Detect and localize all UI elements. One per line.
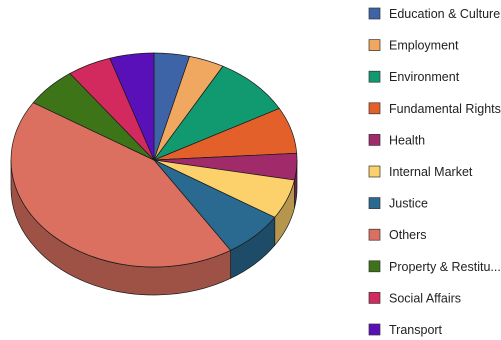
legend-label-3: Fundamental Rights: [389, 102, 501, 116]
pie-slice-7: [10, 102, 232, 268]
legend-swatch-6: [368, 197, 381, 209]
legend-label-4: Health: [389, 133, 425, 147]
legend-swatch-5: [368, 165, 381, 178]
pie-group: [10, 52, 298, 296]
legend-swatch-7: [368, 228, 381, 241]
legend-swatch-10: [368, 323, 381, 336]
legend-label-1: Employment: [389, 39, 459, 53]
legend-swatch-1: [368, 39, 381, 51]
pie-slice-2: [152, 65, 280, 161]
legend-label-5: Internal Market: [389, 165, 473, 179]
legend-label-2: Environment: [389, 70, 460, 84]
legend-label-8: Property & Restitu...: [389, 260, 501, 274]
legend-label-7: Others: [389, 228, 427, 242]
legend-swatch-9: [368, 292, 381, 304]
legend-swatch-4: [368, 134, 381, 146]
legend-swatch-8: [368, 260, 381, 273]
legend-label-0: Education & Culture: [389, 7, 500, 21]
legend-swatch-2: [368, 70, 381, 83]
legend: Education & Culture Employment Environment…: [368, 7, 501, 337]
legend-label-6: Justice: [389, 197, 428, 211]
legend-swatch-0: [368, 7, 381, 20]
legend-label-10: Transport: [389, 323, 443, 337]
legend-label-9: Social Affairs: [389, 291, 461, 305]
pie-slice-10: [109, 52, 155, 161]
legend-swatch-3: [368, 102, 381, 115]
